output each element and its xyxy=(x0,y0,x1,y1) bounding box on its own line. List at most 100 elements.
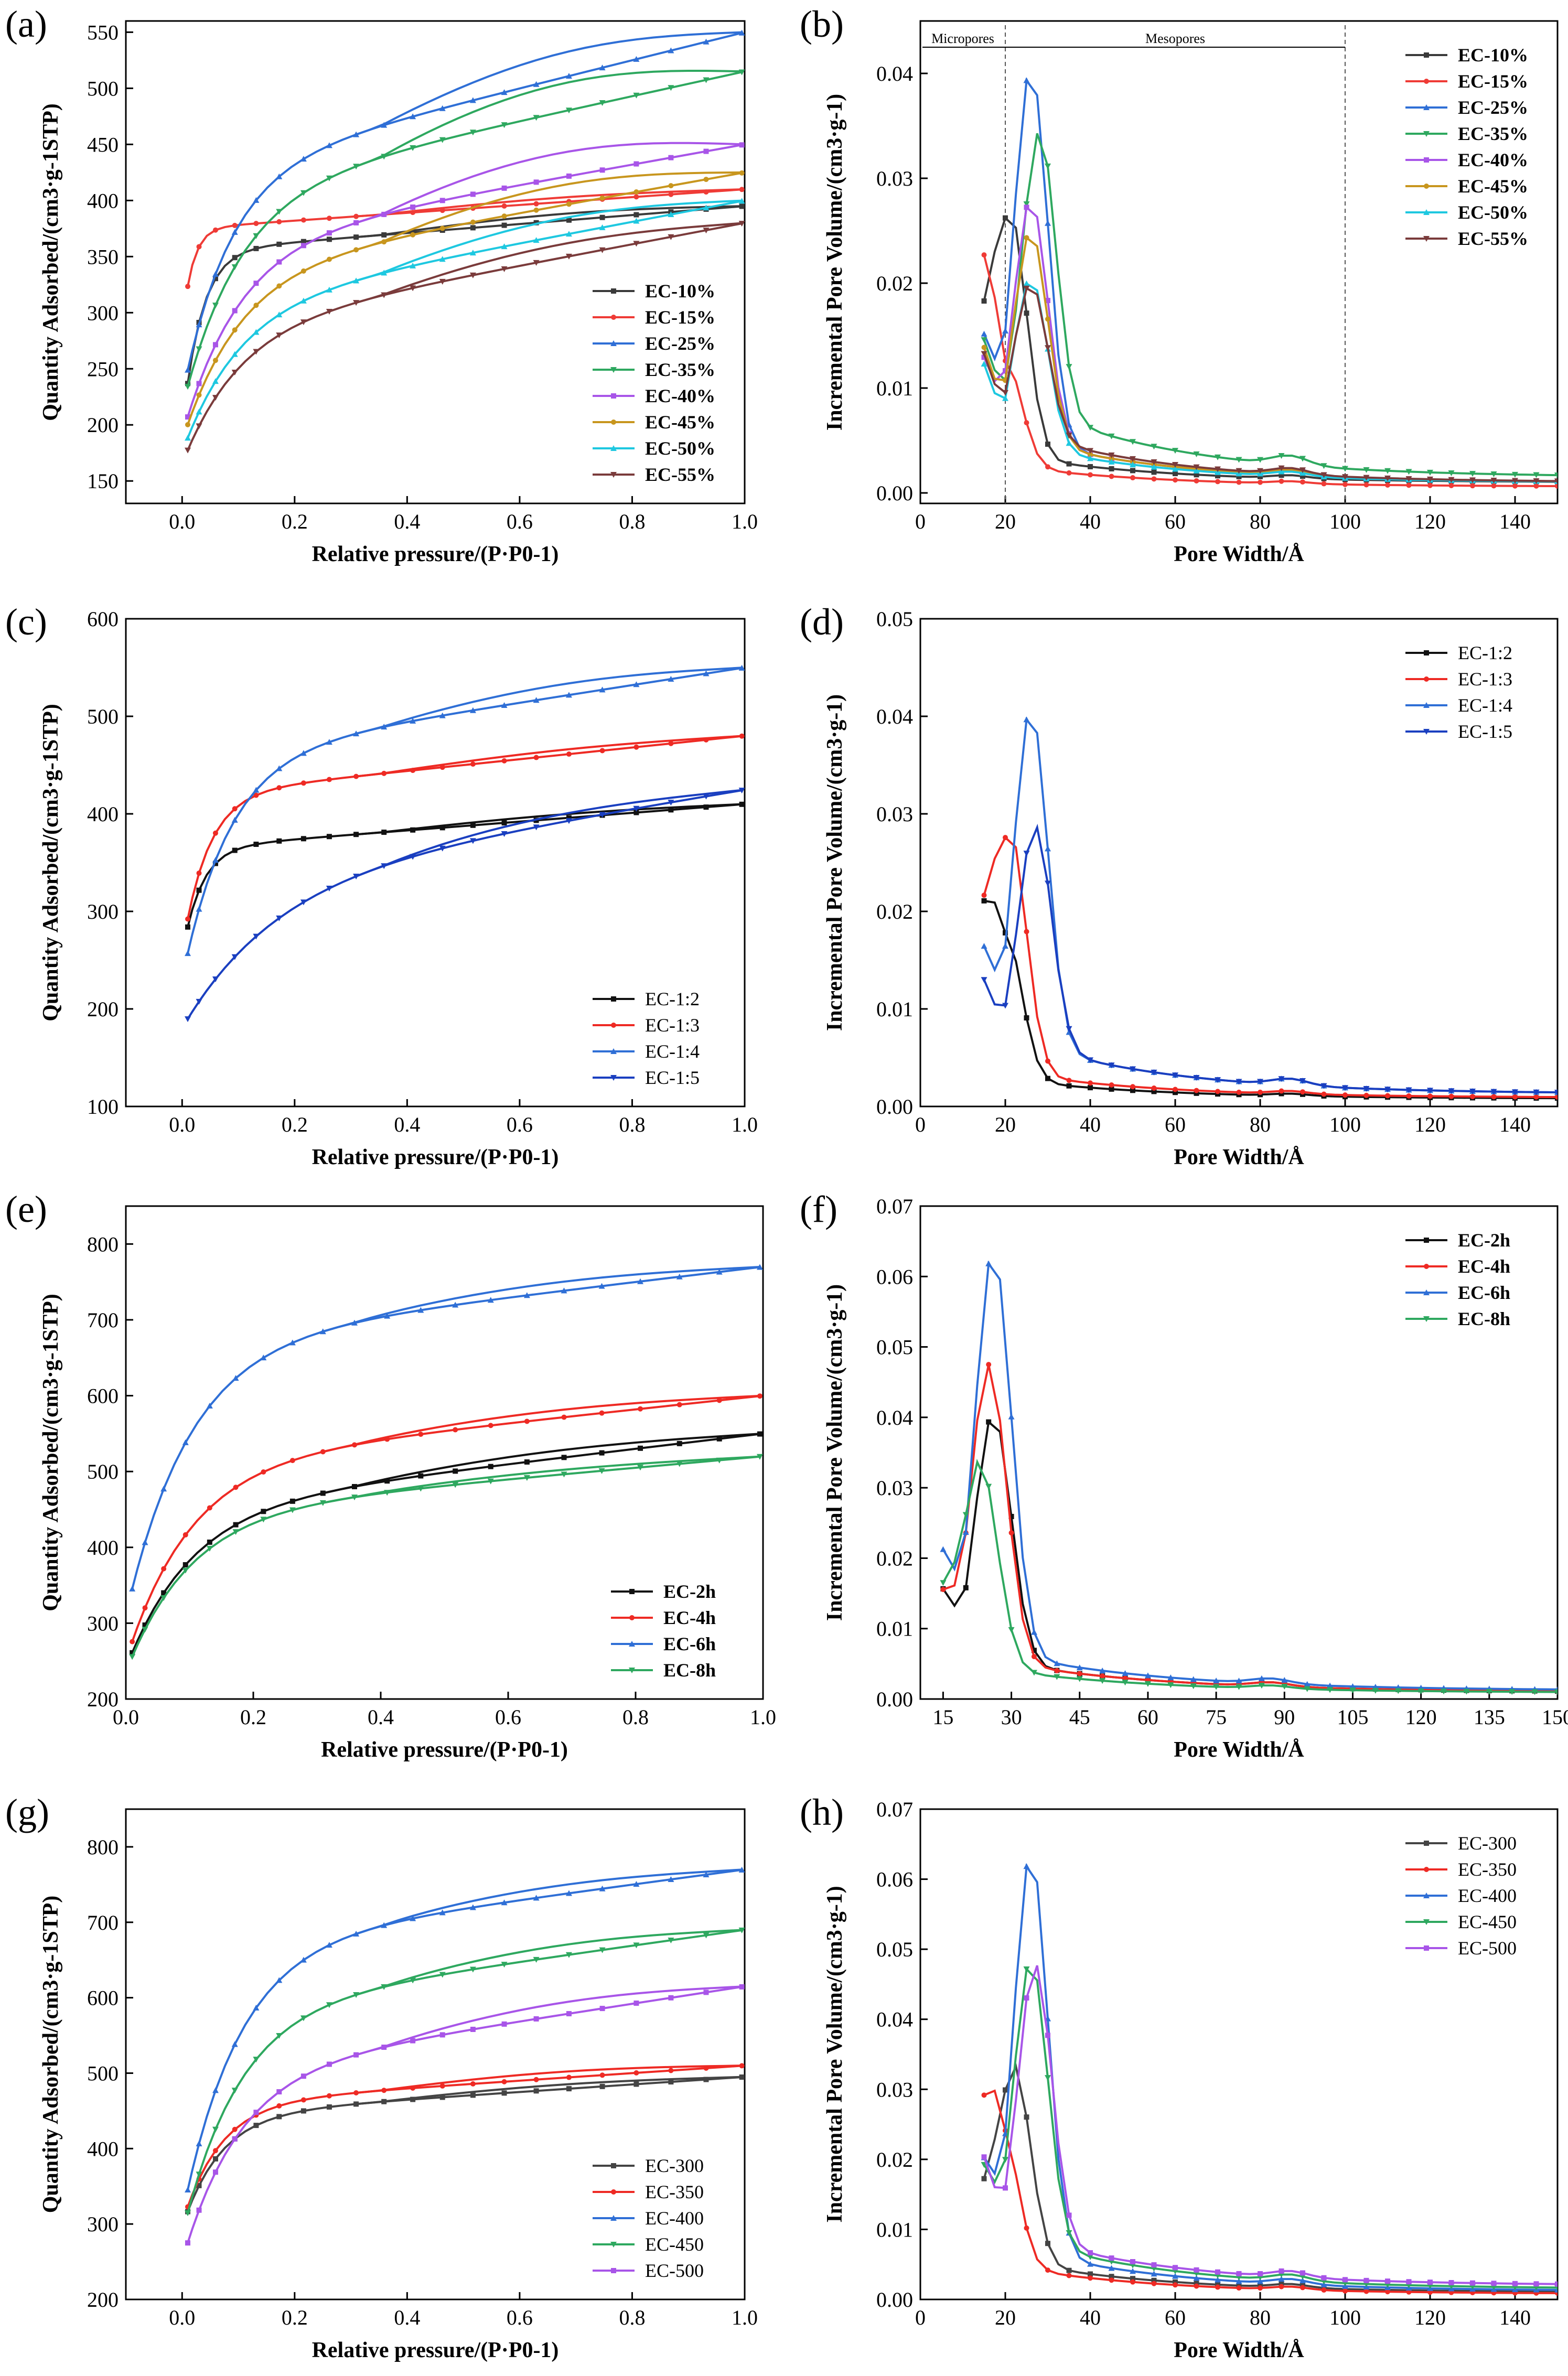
data-point xyxy=(1215,2269,1220,2275)
data-point xyxy=(962,1529,969,1535)
legend-entry: EC-10% xyxy=(645,281,715,302)
data-point xyxy=(703,177,709,182)
data-point xyxy=(1151,1089,1157,1094)
legend-marker xyxy=(610,340,617,346)
panel-label: (h) xyxy=(800,1791,844,1833)
data-point xyxy=(1088,472,1093,478)
data-point xyxy=(1130,2259,1135,2265)
data-point xyxy=(261,1469,266,1475)
series-group xyxy=(185,29,745,454)
x-tick-label: 0.2 xyxy=(240,1705,266,1729)
data-point xyxy=(381,2099,387,2104)
data-point xyxy=(739,170,745,176)
data-point xyxy=(439,712,446,718)
data-point xyxy=(1045,316,1050,322)
data-point xyxy=(142,1627,148,1633)
data-point xyxy=(319,1500,326,1506)
y-tick-label: 300 xyxy=(87,2212,119,2236)
panel-a: (a) 0.0 0.2 0.4 0.6 0.8 1.0 150 200 250 300 350 400 4… xyxy=(5,3,758,566)
data-point xyxy=(439,256,446,262)
data-point xyxy=(1320,463,1327,469)
data-point xyxy=(1023,716,1030,723)
data-point xyxy=(1470,483,1475,489)
legend-entry: EC-55% xyxy=(645,464,715,485)
x-tick-label: 0.6 xyxy=(507,1113,533,1136)
data-point xyxy=(353,2101,359,2107)
data-point xyxy=(185,435,191,441)
x-tick-label: 0.6 xyxy=(507,510,533,533)
data-point xyxy=(599,224,606,230)
data-point xyxy=(1343,2277,1348,2283)
data-point xyxy=(633,681,640,687)
data-point xyxy=(1278,468,1285,475)
data-point xyxy=(231,229,238,235)
y-tick-label: 700 xyxy=(87,1308,119,1332)
data-point xyxy=(1008,1627,1015,1633)
data-point xyxy=(1130,1066,1136,1072)
data-point xyxy=(212,861,218,866)
data-point xyxy=(196,906,202,912)
data-point xyxy=(981,330,987,337)
data-point xyxy=(1327,1682,1334,1689)
data-point xyxy=(1023,201,1030,207)
plot-frame xyxy=(125,20,746,504)
data-point xyxy=(207,1505,212,1511)
data-point xyxy=(1023,1863,1030,1869)
panel-d: (d) 0 20 40 60 80 100 120 140 0.00 0.01 0.02 0.03 0.0… xyxy=(800,601,1559,1169)
x-tick-label: 1.0 xyxy=(732,1113,758,1136)
data-point xyxy=(638,1445,643,1451)
data-point xyxy=(1194,1088,1199,1093)
x-tick-label: 0.8 xyxy=(619,2306,645,2329)
data-point xyxy=(1167,1682,1174,1689)
legend-entry: EC-8h xyxy=(1458,1308,1510,1329)
data-point xyxy=(501,89,508,95)
legend-marker xyxy=(611,1023,616,1028)
data-point xyxy=(381,239,387,245)
data-point xyxy=(565,1952,572,1958)
legend-marker xyxy=(1424,650,1429,655)
data-point xyxy=(353,234,359,240)
data-point xyxy=(185,367,191,373)
series-line xyxy=(942,1261,1558,1691)
data-point xyxy=(566,217,572,223)
data-point xyxy=(1448,470,1455,477)
legend-entry: EC-2h xyxy=(663,1581,716,1602)
data-point xyxy=(410,262,416,268)
data-point xyxy=(276,332,283,339)
data-point xyxy=(1215,473,1220,479)
legend-entry: EC-25% xyxy=(1458,97,1528,118)
data-point xyxy=(566,751,572,757)
data-point xyxy=(501,1899,508,1906)
data-point xyxy=(1122,1670,1129,1676)
series-line-desorption xyxy=(356,789,742,878)
legend-marker xyxy=(629,1641,635,1647)
data-point xyxy=(488,1464,493,1469)
legend-marker xyxy=(629,1615,635,1620)
y-axis-label: Incremental Pore Volume/(cm3·g-1) xyxy=(823,94,847,431)
data-point xyxy=(1099,1667,1106,1673)
data-point xyxy=(212,2148,218,2154)
data-point xyxy=(196,2207,202,2213)
x-tick-label: 0.2 xyxy=(282,2306,308,2329)
data-point xyxy=(196,321,202,328)
data-point xyxy=(1151,2262,1157,2268)
series-line xyxy=(942,1458,1558,1693)
data-point xyxy=(1002,395,1008,401)
legend-entry: EC-8h xyxy=(663,1660,716,1681)
data-point xyxy=(1151,464,1157,470)
data-point xyxy=(1257,2278,1263,2284)
series-line-desorption xyxy=(356,222,742,304)
data-point xyxy=(1151,476,1157,482)
data-point xyxy=(182,1439,189,1445)
data-point xyxy=(633,744,639,750)
data-point xyxy=(1215,1089,1220,1094)
data-point xyxy=(276,2033,283,2039)
data-point xyxy=(1469,471,1476,477)
y-tick-label: 250 xyxy=(87,357,119,381)
data-point xyxy=(703,1932,710,1939)
data-point xyxy=(533,824,540,831)
data-point xyxy=(599,100,606,106)
y-tick-label: 0.00 xyxy=(876,481,913,505)
data-point xyxy=(533,260,540,266)
data-point xyxy=(196,346,202,352)
